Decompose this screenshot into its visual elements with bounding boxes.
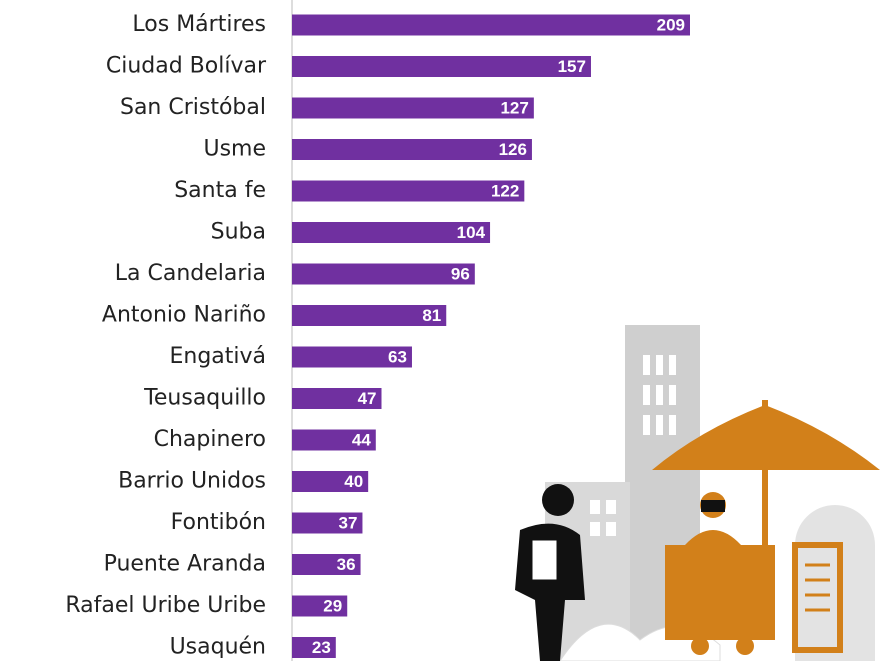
category-label: Barrio Unidos (118, 469, 266, 494)
value-label: 44 (352, 430, 371, 449)
value-label: 37 (339, 513, 358, 532)
category-label: Teusaquillo (143, 386, 266, 411)
category-label: San Cristóbal (120, 95, 266, 120)
bar (292, 512, 363, 534)
category-label: Rafael Uribe Uribe (65, 593, 266, 618)
bar (292, 263, 475, 285)
bar (292, 346, 412, 368)
bar (292, 471, 369, 492)
category-label: Usaquén (170, 635, 266, 660)
value-label: 47 (358, 389, 377, 408)
bar (292, 388, 382, 409)
value-label: 157 (558, 57, 586, 76)
category-label: Chapinero (154, 427, 266, 452)
category-label: Puente Aranda (104, 552, 266, 577)
category-label: Usme (203, 137, 266, 162)
bar (292, 554, 361, 575)
category-label: Antonio Nariño (102, 303, 266, 328)
category-label: Los Mártires (132, 12, 266, 37)
illustration (515, 325, 880, 661)
value-label: 40 (344, 472, 363, 491)
bar (292, 139, 532, 160)
category-label: Suba (211, 220, 266, 245)
value-label: 81 (422, 306, 441, 325)
value-label: 23 (312, 638, 331, 657)
bar (292, 56, 591, 77)
bar (292, 180, 525, 202)
value-label: 29 (323, 596, 342, 615)
category-label: Engativá (169, 344, 266, 369)
value-label: 63 (388, 347, 407, 366)
bar (292, 637, 336, 658)
bar (292, 595, 348, 617)
bar (292, 14, 690, 36)
category-label: Santa fe (174, 178, 266, 203)
value-label: 122 (491, 181, 519, 200)
value-label: 126 (499, 140, 527, 159)
category-label: Fontibón (171, 510, 266, 535)
value-label: 127 (500, 98, 528, 117)
value-label: 96 (451, 264, 470, 283)
bar (292, 305, 447, 326)
bar (292, 222, 491, 243)
value-label: 104 (457, 223, 486, 242)
category-label: Ciudad Bolívar (106, 54, 267, 79)
bar (292, 97, 534, 119)
value-label: 209 (657, 15, 685, 34)
bar (292, 429, 376, 451)
value-label: 36 (337, 555, 356, 574)
category-label: La Candelaria (115, 261, 266, 286)
